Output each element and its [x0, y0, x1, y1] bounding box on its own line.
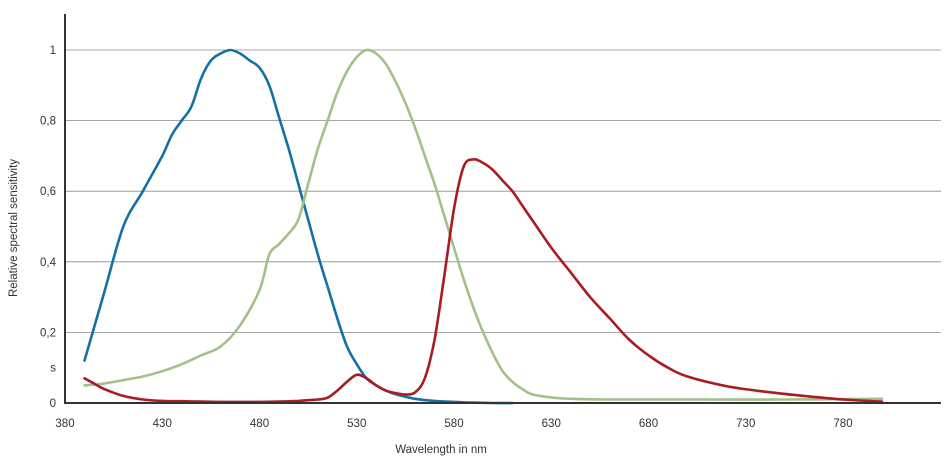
y-tick-label: s	[50, 363, 56, 375]
x-tick-labels: 380 430 480 530 580 630 680 730 780	[55, 418, 852, 430]
series-line-3	[83, 158, 884, 404]
y-tick-labels: 0 s 0,2 0,4 0,6 0,8 1	[40, 45, 57, 410]
y-tick-label: 0,4	[40, 257, 57, 269]
y-axis-title: Relative spectral sensitivity	[8, 159, 20, 297]
x-tick-label: 780	[833, 418, 852, 430]
x-tick-label: 580	[444, 418, 463, 430]
gridlines	[65, 49, 941, 333]
x-tick-label: 480	[250, 418, 269, 430]
x-tick-label: 530	[347, 418, 366, 430]
x-tick-label: 430	[153, 418, 172, 430]
x-tick-label: 630	[542, 418, 561, 430]
x-tick-label: 730	[736, 418, 755, 430]
series-line-2	[83, 48, 884, 401]
x-tick-label: 680	[639, 418, 658, 430]
y-tick-label: 0,6	[40, 186, 56, 198]
series-lines	[83, 48, 884, 405]
y-tick-label: 0,2	[40, 327, 56, 339]
series-line-1	[83, 48, 514, 405]
x-axis-title: Wavelength in nm	[395, 444, 487, 456]
x-tick-label: 380	[55, 418, 74, 430]
y-tick-label: 0	[50, 398, 56, 410]
y-tick-label: 1	[50, 45, 56, 57]
y-tick-label: 0,8	[40, 116, 56, 128]
